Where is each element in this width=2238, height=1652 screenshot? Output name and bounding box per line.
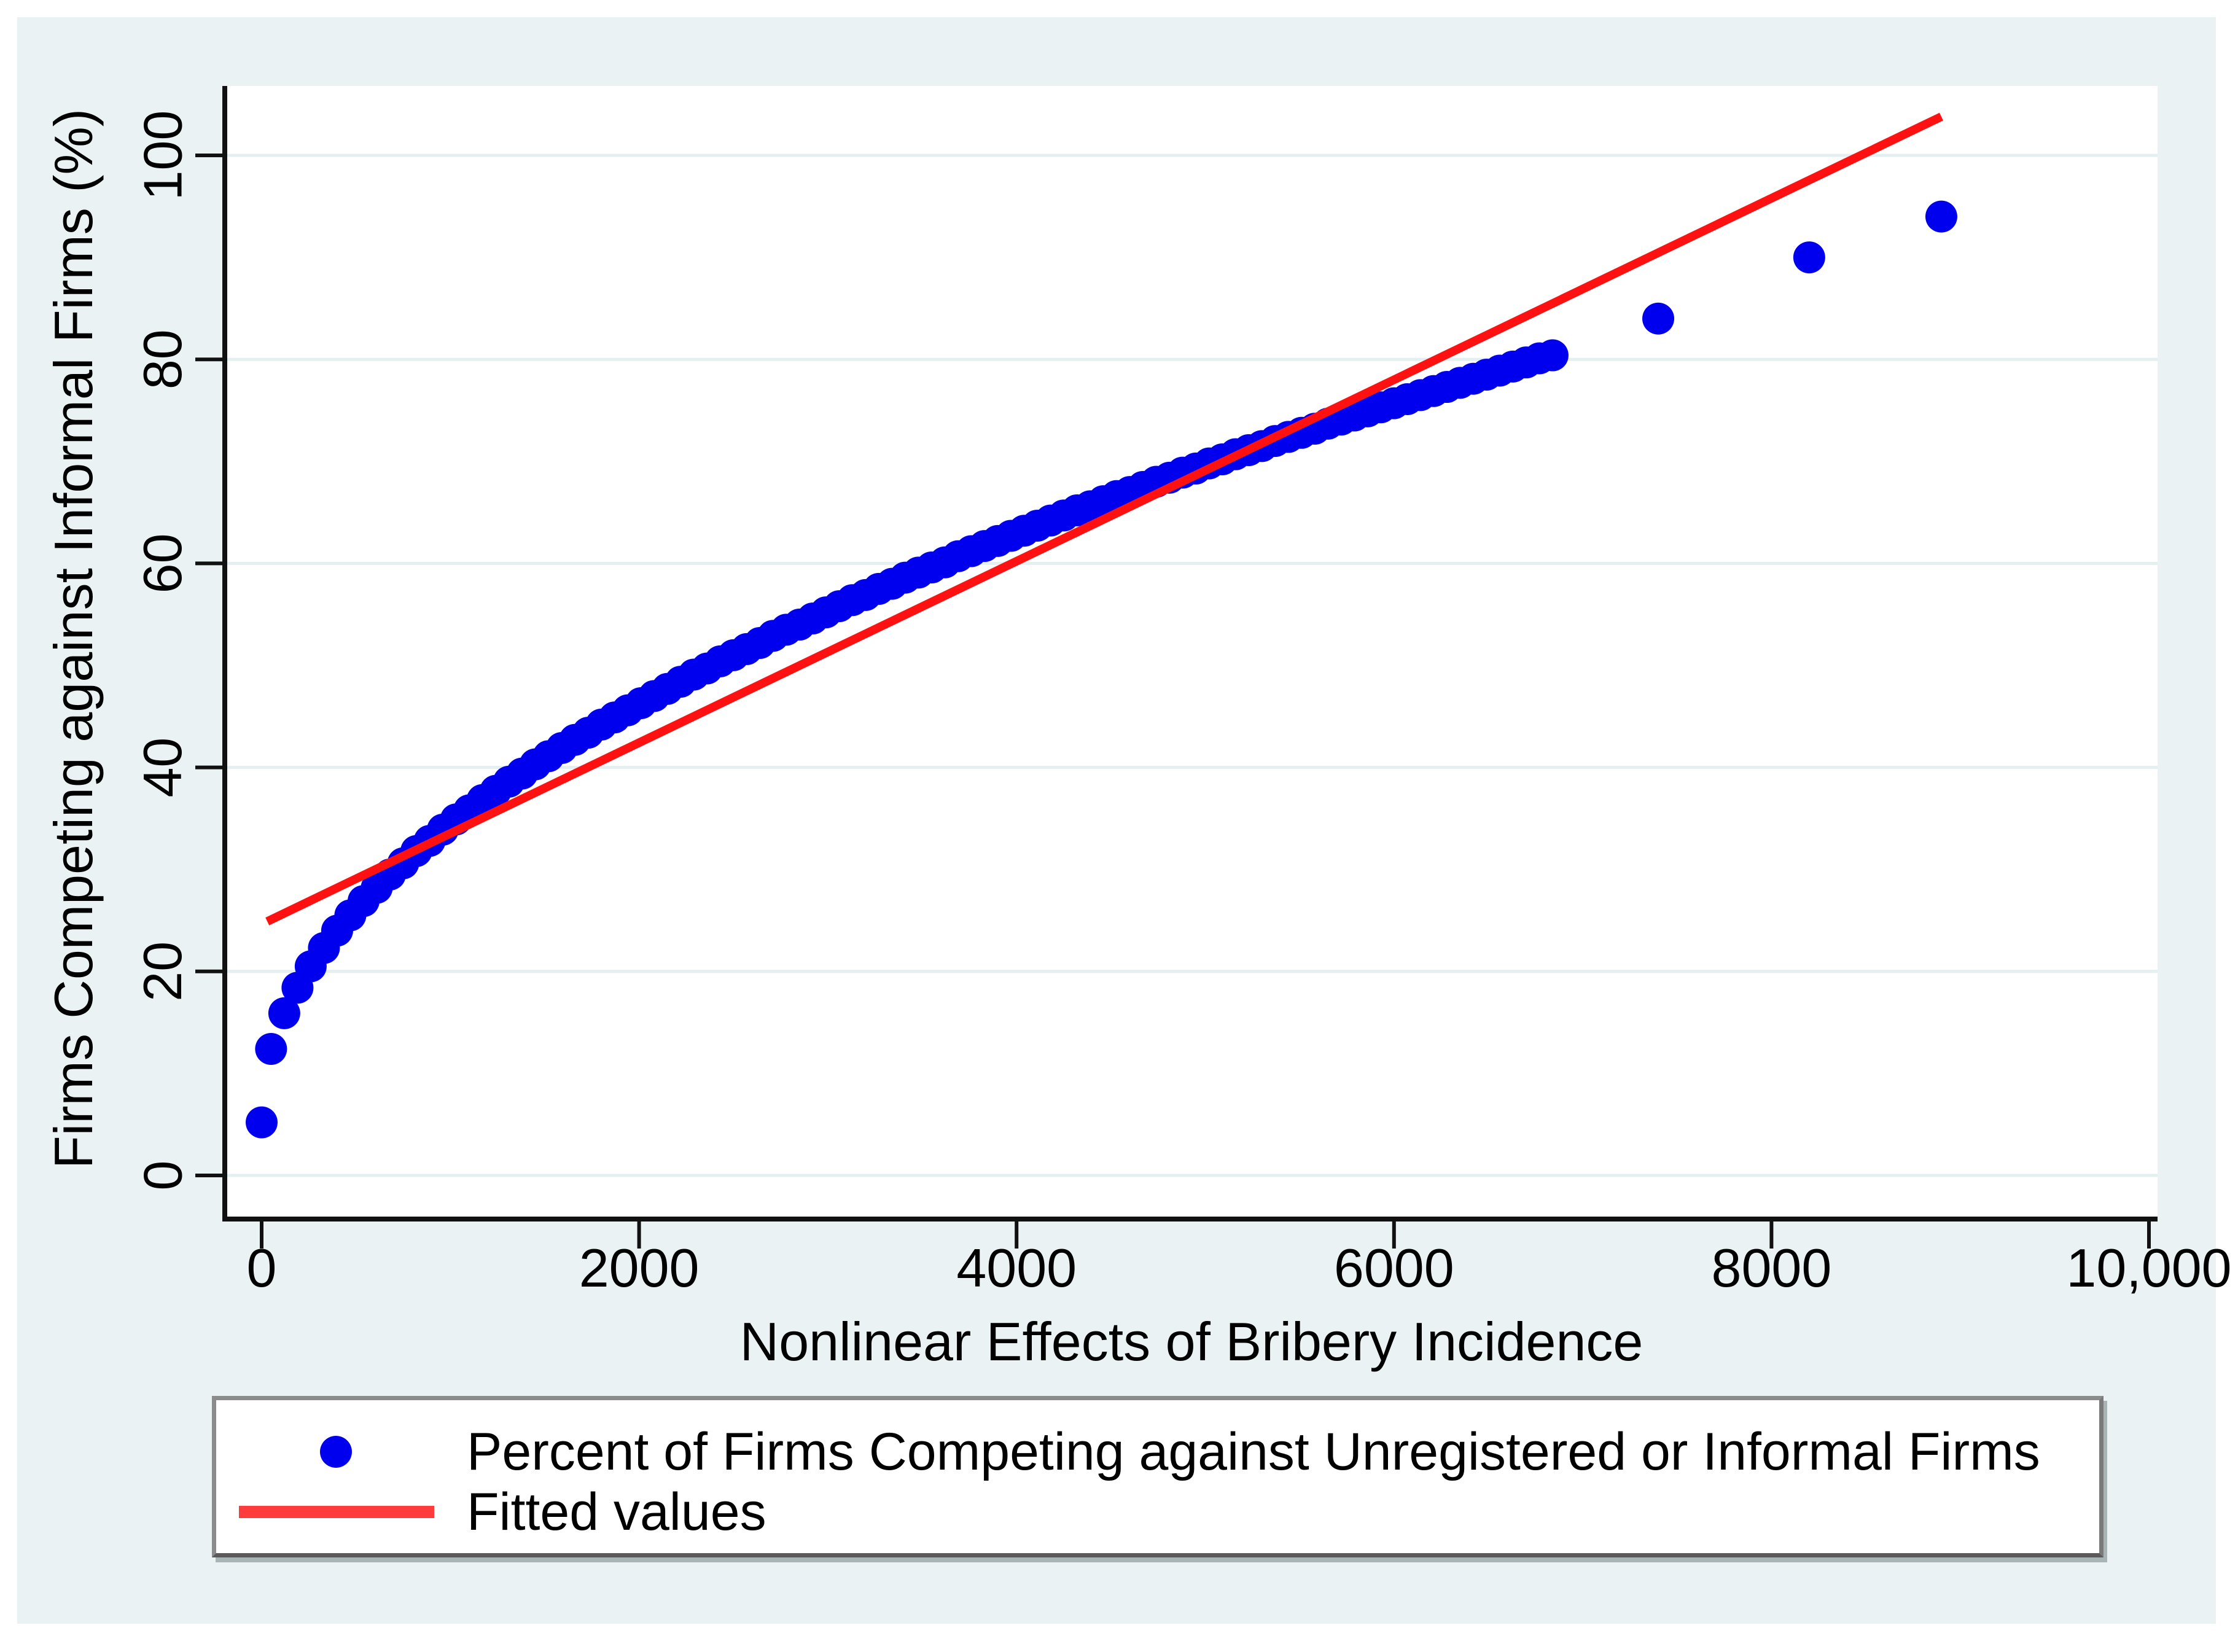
x-axis-title: Nonlinear Effects of Bribery Incidence — [740, 1311, 1643, 1372]
scatter-point — [246, 1106, 278, 1139]
x-tick-label: 0 — [247, 1237, 277, 1298]
scatter-point — [1642, 302, 1675, 335]
y-tick-label: 100 — [132, 111, 193, 201]
scatter-point — [1536, 339, 1569, 372]
scatter-point — [255, 1033, 287, 1066]
y-tick-label: 40 — [132, 738, 193, 798]
y-tick-label: 0 — [132, 1161, 193, 1191]
x-tick-label: 6000 — [1334, 1237, 1454, 1298]
scatter-point — [1925, 200, 1957, 233]
plot-background — [225, 86, 2158, 1219]
x-tick-label: 8000 — [1712, 1237, 1832, 1298]
legend-scatter-label: Percent of Firms Competing against Unreg… — [467, 1422, 2040, 1481]
y-tick-label: 60 — [132, 533, 193, 593]
x-tick-label: 10,000 — [2066, 1237, 2231, 1298]
fitted-line — [265, 112, 1944, 925]
x-tick-label: 4000 — [956, 1237, 1077, 1298]
scatter-marker-icon — [320, 1436, 352, 1468]
legend: Percent of Firms Competing against Unreg… — [212, 1396, 2103, 1557]
y-tick-label: 80 — [132, 329, 193, 389]
y-tick-label: 20 — [132, 941, 193, 1002]
y-axis-title: Firms Competing against Informal Firms (… — [43, 109, 104, 1169]
scatter-point — [1793, 241, 1825, 274]
scatter-point — [268, 997, 300, 1029]
x-tick-label: 2000 — [579, 1237, 700, 1298]
legend-line-label: Fitted values — [467, 1483, 766, 1541]
fitted-line-icon — [239, 1506, 434, 1518]
